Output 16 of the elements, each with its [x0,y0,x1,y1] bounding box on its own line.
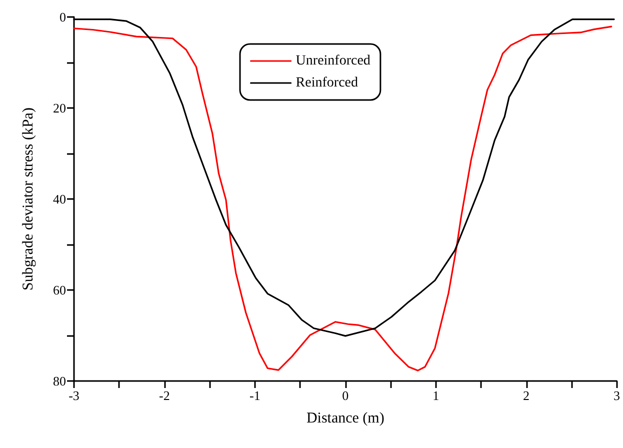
x-tick-label: -1 [249,388,260,403]
x-axis-title: Distance (m) [306,410,384,426]
y-tick-label: 20 [53,100,66,116]
x-tick-label: 2 [523,388,530,403]
x-tick-label: -2 [159,388,170,403]
y-tick-label: 80 [53,374,66,388]
y-tick-label: 40 [53,192,66,206]
y-axis-title: Subgrade deviator stress (kPa) [20,108,36,290]
x-tick-label: 1 [432,388,440,403]
y-tick-label: 60 [53,282,66,298]
legend-label: Reinforced [296,76,358,90]
x-tick-label: 3 [614,388,620,403]
x-tick-label: -3 [68,388,80,403]
x-tick-label: 0 [342,388,349,403]
y-tick-label: 0 [60,10,66,24]
legend-label: Unreinforced [296,54,370,68]
